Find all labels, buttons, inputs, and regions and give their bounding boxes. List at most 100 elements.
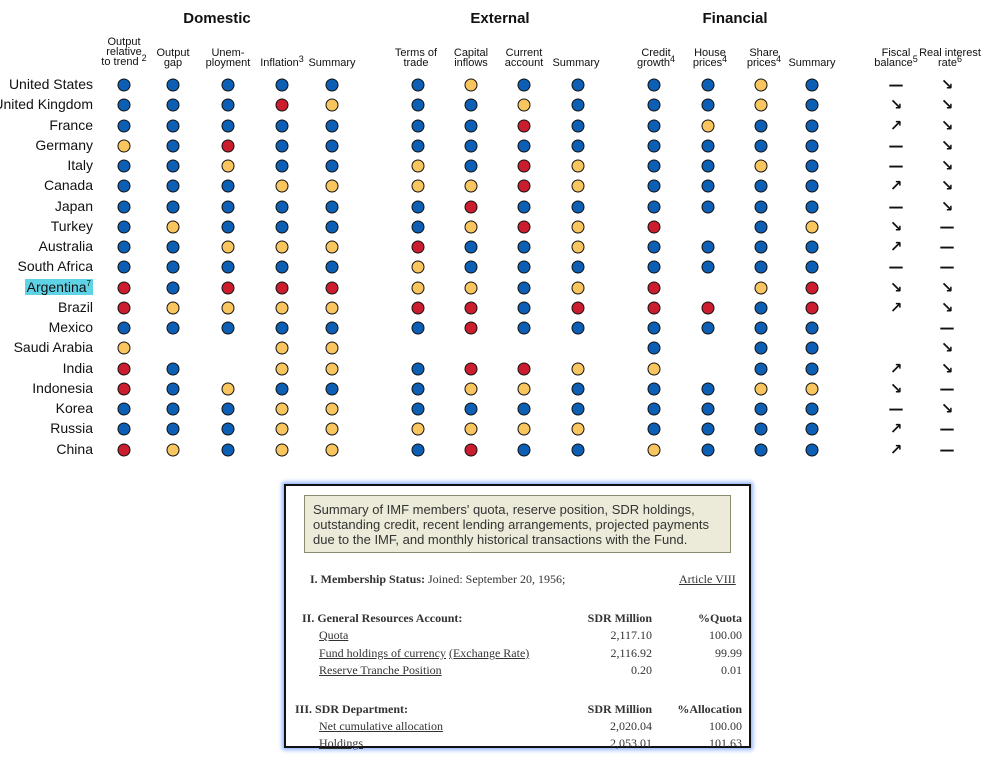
indicator-dot-inflation xyxy=(275,341,289,355)
indicator-dot-unemployment xyxy=(221,422,235,436)
indicator-dot-house-prices xyxy=(701,119,715,132)
indicator-dot-summary-domestic xyxy=(325,200,339,213)
indicator-dot-capital-inflows xyxy=(464,260,478,274)
col-header-output-gap: Output gap xyxy=(156,47,190,69)
indicator-dot-current-account xyxy=(517,281,531,294)
col-header-real-interest-rate: Real interest rate6 xyxy=(919,47,981,69)
gra-row-fund-holdings: Fund holdings of currency (Exchange Rate… xyxy=(319,646,529,661)
indicator-dot-house-prices xyxy=(701,382,715,396)
indicator-dot-share-prices xyxy=(754,321,768,335)
indicator-dot-inflation xyxy=(275,321,289,335)
indicator-dot-summary-domestic xyxy=(325,179,339,193)
article-viii-link[interactable]: Article VIII xyxy=(679,572,736,586)
real-interest-rate-trend-icon: — xyxy=(939,379,955,398)
indicator-dot-summary-financial xyxy=(805,119,819,132)
col-header-unemployment: Unem- ployment xyxy=(205,47,251,69)
indicator-dot-capital-inflows xyxy=(464,402,478,416)
col-header-inflation: Inflation3 xyxy=(260,54,304,69)
indicator-dot-current-account xyxy=(517,321,531,335)
indicator-dot-output-trend xyxy=(117,382,131,396)
indicator-dot-summary-domestic xyxy=(325,139,339,153)
exchange-rate-link[interactable]: (Exchange Rate) xyxy=(448,646,530,660)
indicator-dot-credit-growth xyxy=(647,382,661,396)
gra-col-pct-quota: %Quota xyxy=(697,611,742,625)
indicator-dot-summary-domestic xyxy=(325,443,339,456)
fiscal-balance-trend-icon: — xyxy=(888,136,904,155)
indicator-dot-credit-growth xyxy=(647,362,661,375)
indicator-dot-output-trend xyxy=(117,281,131,294)
indicator-dot-credit-growth xyxy=(647,240,661,254)
indicator-dot-output-gap xyxy=(166,98,180,112)
indicator-dot-terms-of-trade xyxy=(411,281,425,294)
indicator-dot-credit-growth xyxy=(647,119,661,132)
indicator-dot-summary-domestic xyxy=(325,220,339,234)
indicator-dot-output-gap xyxy=(166,220,180,234)
indicator-dot-output-trend xyxy=(117,402,131,416)
fiscal-balance-trend-icon: ↗ xyxy=(889,359,903,377)
indicator-dot-inflation xyxy=(275,179,289,193)
indicator-dot-summary-financial xyxy=(805,281,819,294)
indicator-dot-unemployment xyxy=(221,179,235,193)
indicator-dot-summary-external xyxy=(571,200,585,213)
group-title-domestic: Domestic xyxy=(183,10,251,27)
indicator-dot-house-prices xyxy=(701,240,715,254)
indicator-dot-unemployment xyxy=(221,281,235,294)
indicator-dot-credit-growth xyxy=(647,321,661,335)
indicator-dot-inflation xyxy=(275,382,289,396)
fiscal-balance-trend-icon: ↗ xyxy=(889,237,903,256)
indicator-dot-summary-external xyxy=(571,179,585,193)
indicator-dot-summary-financial xyxy=(805,200,819,213)
indicator-dot-summary-external xyxy=(571,139,585,153)
indicator-dot-credit-growth xyxy=(647,422,661,436)
indicator-dot-output-trend xyxy=(117,220,131,234)
indicator-dot-summary-financial xyxy=(805,220,819,234)
indicator-dot-credit-growth xyxy=(647,78,661,92)
indicator-dot-capital-inflows xyxy=(464,78,478,92)
indicator-dot-summary-domestic xyxy=(325,78,339,92)
col-header-share-prices: Share prices4 xyxy=(746,47,782,69)
indicator-dot-house-prices xyxy=(701,139,715,153)
sdr-row-net-allocation-link[interactable]: Net cumulative allocation xyxy=(319,719,443,733)
indicator-dot-output-trend xyxy=(117,362,131,375)
indicator-dot-output-trend xyxy=(117,119,131,132)
row-label: Saudi Arabia xyxy=(13,339,93,356)
indicator-dot-summary-external xyxy=(571,281,585,294)
indicator-dot-house-prices xyxy=(701,260,715,274)
indicator-dot-summary-financial xyxy=(805,402,819,416)
sdr-row-holdings-link[interactable]: Holdings xyxy=(319,736,364,750)
indicator-dot-output-trend xyxy=(117,200,131,213)
gra-row-reserve-tranche-link[interactable]: Reserve Tranche Position xyxy=(319,663,442,677)
gra-row-quota-link[interactable]: Quota xyxy=(319,628,349,642)
indicator-dot-inflation xyxy=(275,78,289,92)
indicator-dot-summary-financial xyxy=(805,382,819,396)
fiscal-balance-trend-icon: ↗ xyxy=(889,298,903,317)
fund-holdings-link[interactable]: Fund holdings of currency xyxy=(319,646,446,660)
indicator-dot-capital-inflows xyxy=(464,321,478,335)
indicator-dot-summary-financial xyxy=(805,240,819,254)
indicator-dot-inflation xyxy=(275,220,289,234)
indicator-dot-output-trend xyxy=(117,443,131,456)
fiscal-balance-trend-icon: ↗ xyxy=(889,419,903,438)
sdr-row-holdings-sdr: 2,053.01 xyxy=(610,736,652,750)
col-header-output-trend: Output relative to trend 2 xyxy=(101,36,147,68)
row-label: France xyxy=(49,116,93,133)
indicator-dot-output-trend xyxy=(117,78,131,92)
imf-financial-position-panel: Summary of IMF members' quota, reserve p… xyxy=(284,484,751,750)
indicator-dot-summary-financial xyxy=(805,260,819,274)
fiscal-balance-trend-icon: ↗ xyxy=(889,176,903,195)
gra-col-sdr-million: SDR Million xyxy=(587,611,652,625)
real-interest-rate-trend-icon: ↘ xyxy=(940,298,954,317)
indicator-dot-credit-growth xyxy=(647,139,661,153)
real-interest-rate-trend-icon: ↘ xyxy=(940,278,954,296)
indicator-dot-output-gap xyxy=(166,281,180,294)
fiscal-balance-trend-icon: — xyxy=(888,257,904,276)
indicator-dot-output-gap xyxy=(166,382,180,396)
indicator-dot-summary-domestic xyxy=(325,159,339,173)
indicator-dot-output-gap xyxy=(166,200,180,213)
indicator-dot-inflation xyxy=(275,200,289,213)
col-header-summary-external: Summary xyxy=(552,57,600,69)
indicator-dot-inflation xyxy=(275,119,289,132)
indicator-dot-unemployment xyxy=(221,301,235,315)
row-label: Canada xyxy=(43,177,93,194)
indicator-dot-output-trend xyxy=(117,159,131,173)
